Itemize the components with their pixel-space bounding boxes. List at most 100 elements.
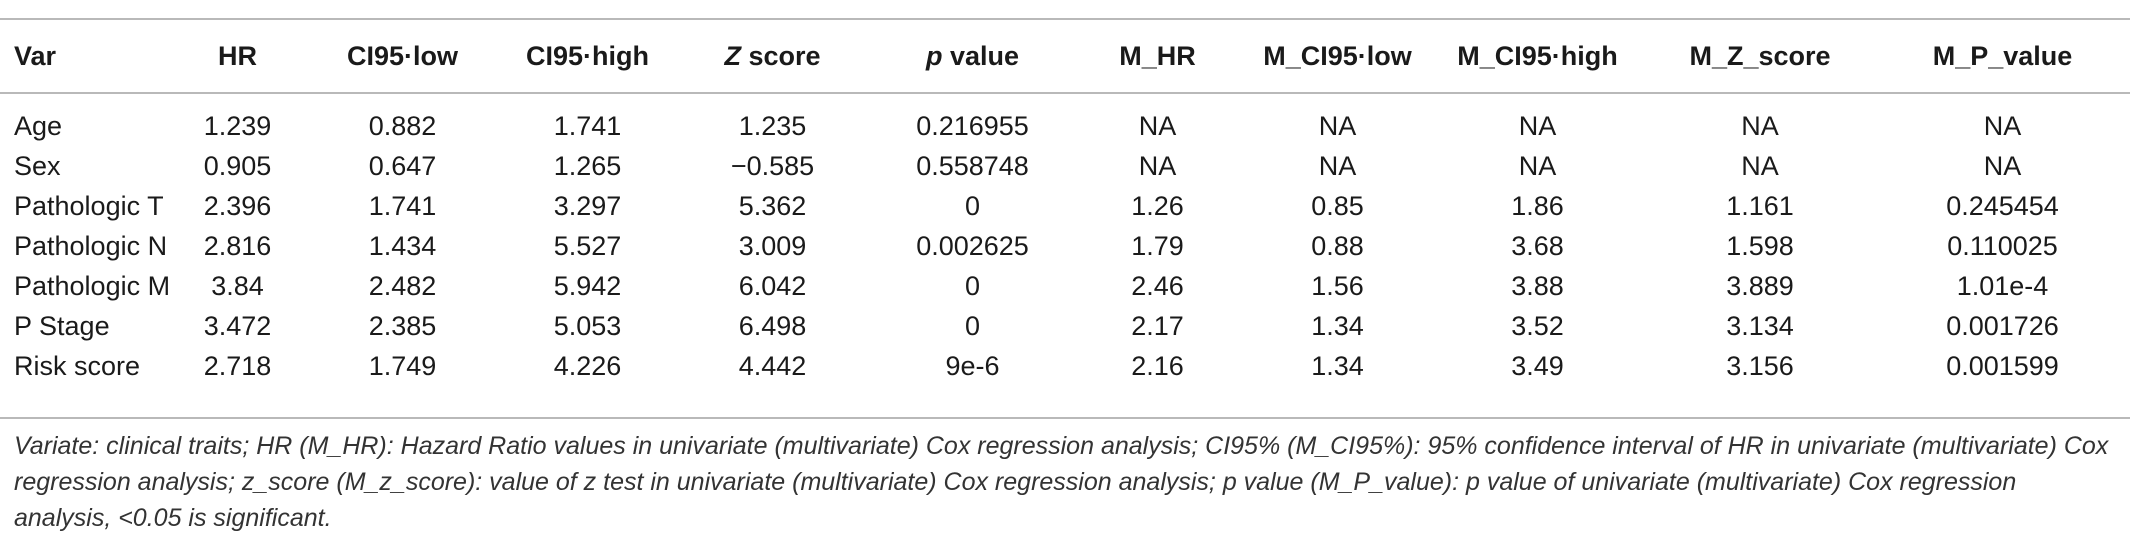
table-cell: 1.161 bbox=[1726, 190, 1794, 221]
table-cell: 2.816 bbox=[203, 230, 272, 261]
table-cell: 0 bbox=[964, 310, 981, 341]
table-cell: 4.226 bbox=[553, 350, 622, 381]
row-label-cell: Sex bbox=[14, 150, 61, 181]
table-cell: 2.385 bbox=[368, 310, 437, 341]
table-cell: 1.741 bbox=[553, 110, 622, 141]
table-cell: 1.741 bbox=[368, 190, 437, 221]
table-cell: 2.396 bbox=[203, 190, 272, 221]
bottom-rule bbox=[0, 417, 2130, 419]
row-label-cell: P Stage bbox=[14, 310, 110, 341]
table-cell: 1.749 bbox=[368, 350, 437, 381]
table-cell: NA bbox=[1318, 150, 1357, 181]
table-cell: 3.88 bbox=[1511, 270, 1564, 301]
table-cell: 0.001726 bbox=[1946, 310, 2059, 341]
row-label-cell: Pathologic T bbox=[14, 190, 164, 221]
table-cell: 2.718 bbox=[203, 350, 272, 381]
table-cell: 5.053 bbox=[553, 310, 622, 341]
table-cell: 1.265 bbox=[553, 150, 622, 181]
table-cell: NA bbox=[1983, 110, 2022, 141]
table-cell: 2.16 bbox=[1131, 350, 1184, 381]
table-cell: 5.942 bbox=[553, 270, 622, 301]
col-header-p-letter: p bbox=[925, 40, 943, 71]
table-cell: 3.297 bbox=[553, 190, 622, 221]
row-label-cell: Risk score bbox=[14, 350, 141, 381]
table-cell: 2.17 bbox=[1131, 310, 1184, 341]
table-row: Pathologic N 2.816 1.434 5.527 3.009 0.002625… bbox=[0, 226, 2130, 266]
table-cell: NA bbox=[1741, 110, 1779, 141]
table-cell: 1.01e-4 bbox=[1956, 270, 2049, 301]
table-row: Risk score 2.718 1.749 4.226 4.442 9e-6 2.16 1.… bbox=[0, 346, 2130, 386]
table-cell: 3.156 bbox=[1726, 350, 1794, 381]
col-header-z-letter: Z bbox=[724, 40, 741, 71]
table-cell: NA bbox=[1318, 110, 1357, 141]
col-header-hr: HR bbox=[218, 40, 257, 71]
col-header-var: Var bbox=[14, 40, 57, 71]
table-row: Pathologic M 3.84 2.482 5.942 6.042 0 2.46 1.56… bbox=[0, 266, 2130, 306]
table-cell: 0.85 bbox=[1311, 190, 1364, 221]
col-header-m-hr: M_HR bbox=[1119, 40, 1196, 71]
table-cell: NA bbox=[1138, 110, 1177, 141]
table-row: Pathologic T 2.396 1.741 3.297 5.362 0 1.26 0.8… bbox=[0, 186, 2130, 226]
table-cell: NA bbox=[1741, 150, 1779, 181]
table-cell: 2.482 bbox=[368, 270, 437, 301]
row-label-cell: Pathologic N bbox=[14, 230, 168, 261]
table-cell: 3.009 bbox=[738, 230, 807, 261]
top-rule bbox=[0, 18, 2130, 20]
col-header-m-ci95-high: M_CI95·high bbox=[1457, 40, 1618, 71]
table-cell: 0.110025 bbox=[1947, 230, 2058, 261]
table-cell: 3.889 bbox=[1726, 270, 1794, 301]
col-header-p-rest: value bbox=[942, 40, 1020, 71]
table-cell: 1.239 bbox=[203, 110, 272, 141]
table-cell: 1.86 bbox=[1511, 190, 1564, 221]
table-cell: 1.34 bbox=[1311, 310, 1364, 341]
table-header-row: Var HR CI95·low CI95·high Z score p valu… bbox=[0, 20, 2130, 92]
table-cell: 1.79 bbox=[1131, 230, 1184, 261]
table-cell: 3.52 bbox=[1511, 310, 1564, 341]
table-cell: 3.134 bbox=[1726, 310, 1794, 341]
table-footnote: Variate: clinical traits; HR (M_HR): Haz… bbox=[14, 432, 2109, 532]
table-cell: 1.26 bbox=[1131, 190, 1184, 221]
table-cell: 0.216955 bbox=[916, 110, 1029, 141]
table-cell: 1.434 bbox=[368, 230, 437, 261]
table-row: Sex 0.905 0.647 1.265 −0.585 0.558748 NA NA NA NA… bbox=[0, 146, 2130, 186]
table-cell: −0.585 bbox=[730, 150, 815, 181]
table-cell: 3.68 bbox=[1511, 230, 1564, 261]
col-header-ci95-high: CI95·high bbox=[525, 40, 649, 71]
table-cell: NA bbox=[1518, 150, 1557, 181]
table-cell: 3.472 bbox=[203, 310, 272, 341]
table-cell: NA bbox=[1983, 150, 2022, 181]
table-cell: 0.647 bbox=[368, 150, 437, 181]
table-cell: 6.042 bbox=[738, 270, 807, 301]
cox-regression-table: Var HR CI95·low CI95·high Z score p valu… bbox=[0, 20, 2130, 386]
table-cell: 1.598 bbox=[1726, 230, 1794, 261]
table-cell: 1.56 bbox=[1311, 270, 1364, 301]
col-header-m-p-value: M_P_value bbox=[1932, 40, 2073, 71]
table-cell: 6.498 bbox=[738, 310, 807, 341]
table-cell: 3.49 bbox=[1511, 350, 1564, 381]
header-rule bbox=[0, 92, 2130, 94]
table-cell: NA bbox=[1518, 110, 1557, 141]
col-header-z-score: Z score bbox=[670, 20, 875, 92]
table-cell: 5.362 bbox=[738, 190, 807, 221]
table-cell: 0.882 bbox=[368, 110, 437, 141]
col-header-ci95-low: CI95·low bbox=[346, 40, 459, 71]
table-cell: 0.558748 bbox=[916, 150, 1029, 181]
table-cell: 0.002625 bbox=[916, 230, 1029, 261]
col-header-m-ci95-low: M_CI95·low bbox=[1263, 40, 1412, 71]
col-header-p-value: p value bbox=[875, 20, 1070, 92]
table-cell: 5.527 bbox=[553, 230, 622, 261]
table-body: Age 1.239 0.882 1.741 1.235 0.216955 NA NA NA NA N… bbox=[0, 92, 2130, 386]
row-label-cell: Pathologic M bbox=[14, 270, 171, 301]
table-cell: 2.46 bbox=[1131, 270, 1184, 301]
table-cell: 1.235 bbox=[738, 110, 807, 141]
table-cell: 0.88 bbox=[1311, 230, 1364, 261]
table-cell: 3.84 bbox=[211, 270, 264, 301]
table-cell: 0.001599 bbox=[1946, 350, 2059, 381]
table-cell: 9e-6 bbox=[945, 350, 1000, 381]
table-cell: 0 bbox=[964, 270, 981, 301]
col-header-z-rest: score bbox=[740, 40, 821, 71]
table-cell: 0.245454 bbox=[1946, 190, 2059, 221]
table-cell: 0.905 bbox=[203, 150, 272, 181]
table-cell: 1.34 bbox=[1311, 350, 1364, 381]
table-row: Age 1.239 0.882 1.741 1.235 0.216955 NA NA NA NA N… bbox=[0, 92, 2130, 146]
